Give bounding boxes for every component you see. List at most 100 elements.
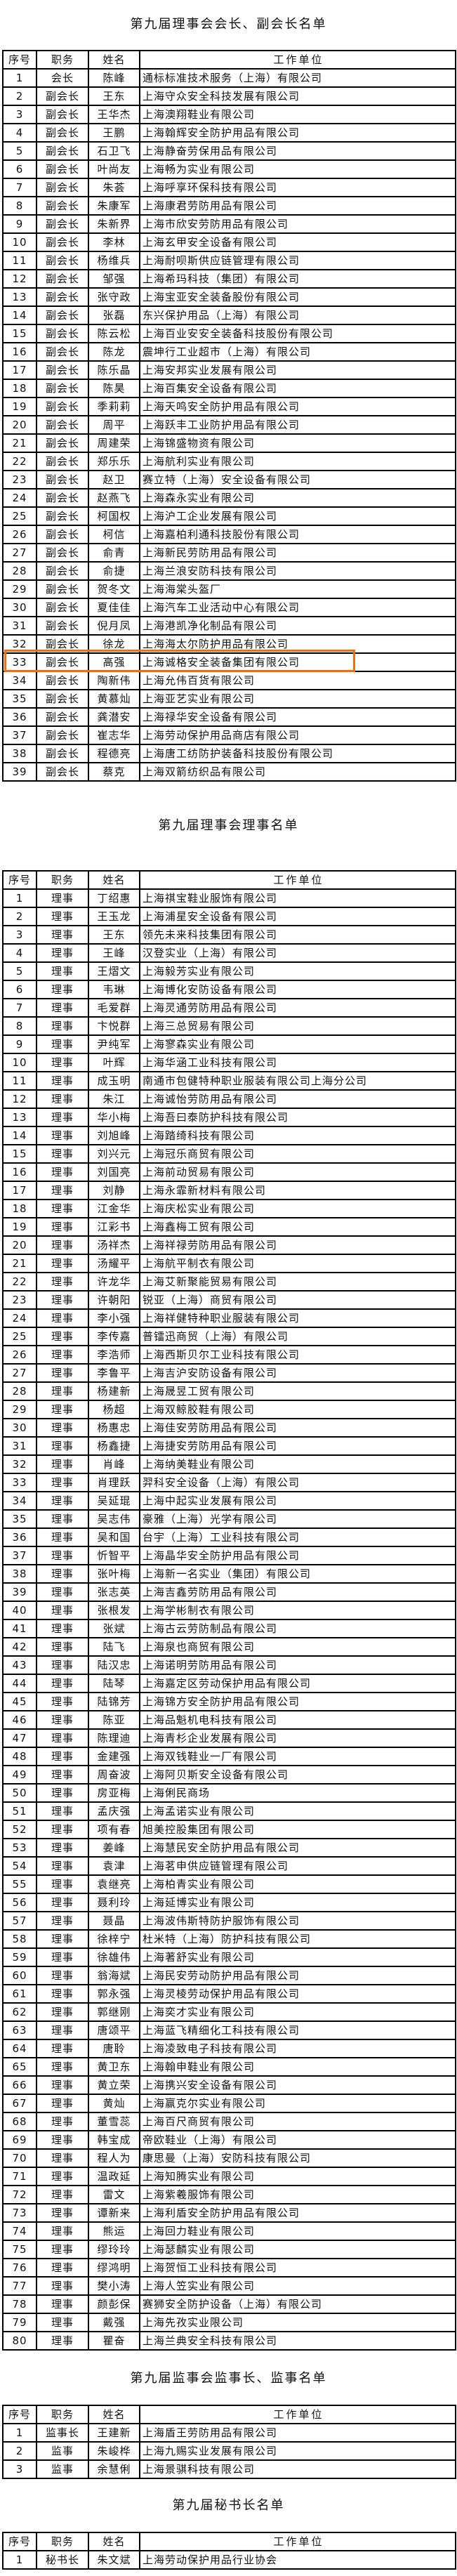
- cell-index: 25: [4, 508, 37, 525]
- cell-position: 理事: [37, 1091, 89, 1108]
- cell-employer: 上海永霏新材料有限公司: [143, 1184, 267, 1197]
- cell-position: 理事: [37, 2223, 89, 2240]
- cell-index: 4: [4, 945, 37, 961]
- table-row: 15 副会长 陈云松 上海百业安安全装备科技股份有限公司: [4, 324, 455, 342]
- cell-name: 袁津: [89, 1858, 140, 1874]
- cell-name: 叶辉: [89, 1054, 140, 1071]
- cell-position: 副会长: [37, 216, 89, 232]
- cell-name: 崔志华: [89, 727, 140, 744]
- cell-employer: 南通市包健特种职业服装有限公司上海分公司: [143, 1075, 368, 1087]
- cell-name: 王华杰: [89, 106, 140, 123]
- cell-position: 理事: [37, 1584, 89, 1601]
- cell-name: 陆汉忠: [89, 1657, 140, 1674]
- cell-employer: 上海跃丰工业防护用品有限公司: [143, 419, 300, 431]
- section-list-vice-presidents-table: 序号 职务 姓名 工作单位 1 会长 陈峰 通标标准技术服务（上海）有限公司 2 副会长 王东 上海守…: [2, 50, 456, 782]
- table-row: 16 理事 刘国亮 上海前动贸易有限公司: [4, 1162, 455, 1181]
- cell-employer: 上海泉也商贸有限公司: [143, 1641, 256, 1653]
- cell-name: 郭继刚: [89, 2004, 140, 2020]
- table-row: 35 副会长 黄慕灿 上海亚艺实业有限公司: [4, 689, 455, 707]
- cell-name: 陈云松: [89, 325, 140, 342]
- cell-name: 徐龙: [89, 636, 140, 652]
- table-row: 40 理事 张根发 上海学彬制衣有限公司: [4, 1601, 455, 1619]
- table-row: 74 理事 熊运 上海回力鞋业有限公司: [4, 2221, 455, 2240]
- table-row: 59 理事 徐雄伟 上海著舒实业有限公司: [4, 1947, 455, 1966]
- cell-position: 理事: [37, 2077, 89, 2094]
- cell-name: 江金华: [89, 1200, 140, 1217]
- cell-name: 吴和国: [89, 1529, 140, 1546]
- table-row: 58 理事 徐梓宁 杜米特（上海）防护科技有限公司: [4, 1929, 455, 1947]
- cell-employer: 上海华涵工业科技有限公司: [143, 1056, 278, 1069]
- cell-name: 程人为: [89, 2150, 140, 2167]
- table-row: 66 理事 黄立荣 上海携兴安全设备有限公司: [4, 2075, 455, 2094]
- cell-index: 68: [4, 2113, 37, 2130]
- cell-position: 理事: [37, 1803, 89, 1820]
- cell-index: 28: [4, 563, 37, 579]
- table-row: 7 副会长 朱荟 上海呼享环保科技有限公司: [4, 178, 455, 196]
- cell-name: 许朝阳: [89, 1292, 140, 1308]
- cell-index: 5: [4, 143, 37, 159]
- section-list-supervisors-table: 序号 职务 姓名 工作单位 1 监事长 王建新 上海盾王劳防用品有限公司 2 监事 朱峻桦 上海九赐实…: [2, 2405, 456, 2479]
- cell-position: 副会长: [37, 435, 89, 452]
- cell-name: 王东: [89, 88, 140, 105]
- table-row: 3 理事 王东 领先未来科技集团有限公司: [4, 925, 455, 943]
- table-row: 57 理事 聂晶 上海波伟斯特防护服饰有限公司: [4, 1911, 455, 1929]
- cell-name: 俞青: [89, 544, 140, 561]
- cell-index: 75: [4, 2241, 37, 2258]
- cell-name: 杨惠忠: [89, 1419, 140, 1436]
- cell-position: 理事: [37, 1438, 89, 1454]
- cell-index: 31: [4, 1438, 37, 1454]
- header-index: 序号: [4, 51, 37, 68]
- cell-index: 66: [4, 2077, 37, 2094]
- cell-employer: 东兴保护用品（上海）有限公司: [143, 309, 300, 322]
- table-row: 25 理事 李传嘉 普镭迅商贸（上海）有限公司: [4, 1327, 455, 1345]
- cell-employer: 上海玄甲安全设备有限公司: [143, 236, 278, 249]
- header-employer: 工作单位: [273, 874, 324, 886]
- cell-name: 吴志伟: [89, 1511, 140, 1527]
- table-row: 41 理事 张斌 上海古云劳防制品有限公司: [4, 1619, 455, 1637]
- cell-position: 理事: [37, 2131, 89, 2148]
- table-row: 1 秘书长 朱文斌 上海劳动保护用品行业协会: [4, 2550, 455, 2568]
- section-list-directors-table: 序号 职务 姓名 工作单位 1 理事 丁绍惠 上海祺宝鞋业服饰有限公司 2 理事 王玉龙 上海浦星安全…: [2, 870, 456, 2351]
- cell-position: 理事: [37, 1182, 89, 1199]
- cell-position: 副会长: [37, 727, 89, 744]
- cell-employer: 上海希玛科技（集团）有限公司: [143, 272, 300, 285]
- cell-index: 51: [4, 1803, 37, 1820]
- cell-name: 邹强: [89, 270, 140, 287]
- cell-position: 理事: [37, 1711, 89, 1728]
- table-row: 16 副会长 陈龙 震坤行工业超市（上海）有限公司: [4, 342, 455, 360]
- cell-position: 副会长: [37, 143, 89, 159]
- header-employer: 工作单位: [273, 2535, 324, 2548]
- cell-position: 副会长: [37, 179, 89, 196]
- table-row: 26 副会长 柯信 上海嘉柏利通科技股份有限公司: [4, 525, 455, 543]
- cell-name: 陈昊: [89, 380, 140, 397]
- cell-index: 27: [4, 1365, 37, 1381]
- cell-employer: 上海知腾实业有限公司: [143, 2170, 256, 2183]
- cell-name: 王东: [89, 926, 140, 943]
- cell-position: 副会长: [37, 362, 89, 379]
- cell-employer: 上海艾新聚能贸易有限公司: [143, 1275, 278, 1288]
- cell-position: 理事: [37, 2040, 89, 2057]
- cell-index: 14: [4, 1127, 37, 1144]
- cell-employer: 杜米特（上海）防护科技有限公司: [143, 1933, 312, 1945]
- cell-position: 理事: [37, 1310, 89, 1327]
- cell-name: 徐雄伟: [89, 1949, 140, 1966]
- cell-employer: 上海贺恒工业科技有限公司: [143, 2261, 278, 2274]
- cell-name: 王峰: [89, 945, 140, 961]
- cell-name: 张斌: [89, 1620, 140, 1637]
- cell-name: 夏佳佳: [89, 599, 140, 616]
- cell-index: 3: [4, 106, 37, 123]
- table-row: 45 理事 陆锦芳 上海锦方安全防护用品有限公司: [4, 1692, 455, 1710]
- cell-index: 1: [4, 890, 37, 907]
- cell-position: 理事: [37, 1237, 89, 1254]
- table-header-row: 序号 职务 姓名 工作单位: [4, 2406, 455, 2423]
- cell-position: 理事: [37, 1054, 89, 1071]
- cell-name: 朱文斌: [89, 2551, 140, 2568]
- cell-employer: 上海祥健特种职业服装有限公司: [143, 1312, 300, 1325]
- section-title: 第九届理事会会长、副会长名单: [130, 17, 327, 32]
- cell-index: 13: [4, 1109, 37, 1126]
- cell-employer: 上海天鸣安全防护用品有限公司: [143, 400, 300, 413]
- table-row: 4 理事 王峰 汉登实业（上海）有限公司: [4, 943, 455, 961]
- cell-name: 戴强: [89, 2314, 140, 2331]
- table-row: 27 理事 李鲁平 上海吉沪安防设备有限公司: [4, 1363, 455, 1381]
- cell-index: 9: [4, 216, 37, 232]
